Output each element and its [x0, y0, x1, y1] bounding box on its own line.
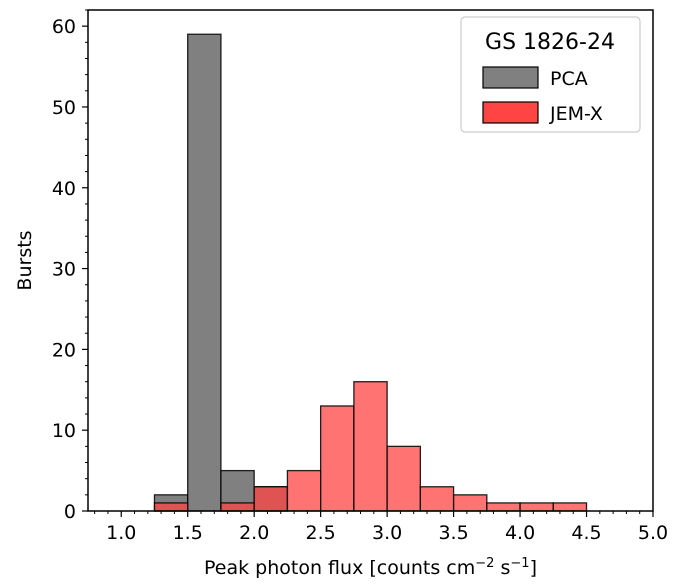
x-tick-label: 2.0 [239, 522, 269, 544]
bar-jemx-6 [319, 405, 355, 512]
legend-swatch-jemx [482, 101, 539, 124]
bar-jemx-8 [386, 445, 422, 512]
x-tick-label: 5.0 [638, 522, 668, 544]
y-tick-label: 50 [52, 97, 76, 119]
bar-jemx-3 [220, 502, 255, 512]
legend-title: GS 1826-24 [485, 30, 615, 55]
x-axis-label: Peak photon flux [counts cm−2 s−1] [204, 556, 537, 580]
bar-jemx-11 [486, 502, 521, 512]
x-tick-label: 3.5 [438, 522, 468, 544]
bar-jemx-7 [353, 381, 388, 512]
x-tick-label: 4.0 [505, 522, 535, 544]
y-tick-label: 60 [52, 16, 76, 38]
legend-label-jemx: JEM-X [549, 103, 603, 125]
legend: GS 1826-24 PCA JEM-X [460, 16, 641, 133]
bar-jemx-10 [452, 494, 488, 512]
x-tick-label: 2.5 [306, 522, 336, 544]
bars-layer [153, 33, 588, 512]
x-axis-ticks: 1.0 1.5 2.0 2.5 3.0 3.5 4.0 4.5 5.0 [94, 511, 668, 544]
y-axis-label: Bursts [14, 230, 36, 290]
bar-pca-2 [187, 33, 222, 512]
x-tick-label: 4.5 [571, 522, 601, 544]
x-tick-label: 1.5 [173, 522, 203, 544]
y-axis-ticks: 0 10 20 30 40 50 60 [52, 9, 88, 523]
y-tick-label: 30 [52, 259, 76, 281]
bar-jemx-1 [153, 502, 189, 512]
bar-jemx-5 [286, 469, 322, 512]
bar-jemx-9 [419, 486, 455, 512]
y-tick-label: 20 [52, 339, 76, 361]
plot-frame [87, 9, 654, 512]
y-tick-label: 10 [52, 420, 76, 442]
bar-jemx-13 [552, 502, 588, 512]
bar-jemx-12 [519, 502, 554, 512]
legend-label-pca: PCA [550, 68, 588, 90]
x-tick-label: 1.0 [106, 522, 136, 544]
y-tick-label: 40 [52, 178, 76, 200]
y-tick-label: 0 [64, 501, 76, 523]
x-tick-label: 3.0 [372, 522, 402, 544]
legend-swatch-pca [482, 66, 539, 89]
bar-jemx-4 [253, 486, 289, 512]
